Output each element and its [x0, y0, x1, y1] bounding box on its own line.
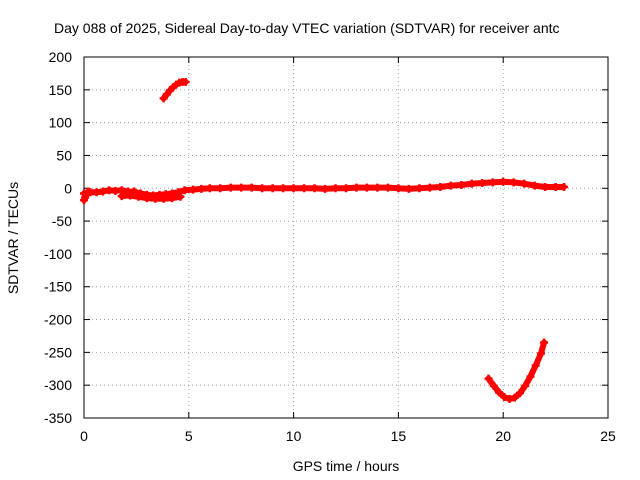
data-point — [216, 184, 225, 193]
data-point — [509, 178, 518, 187]
data-point — [499, 177, 508, 186]
data-point — [415, 184, 424, 193]
data-point — [289, 184, 298, 193]
x-tick-label: 0 — [80, 428, 88, 444]
series-upper-arc — [159, 77, 190, 103]
data-point — [394, 184, 403, 193]
data-point — [188, 185, 197, 194]
data-point — [541, 182, 550, 191]
data-point — [226, 183, 235, 192]
data-point — [526, 372, 535, 381]
y-tick-label: 150 — [49, 82, 73, 98]
data-point — [559, 182, 568, 191]
data-point — [180, 186, 189, 195]
data-point — [478, 179, 487, 188]
plot-frame — [83, 56, 609, 419]
data-point — [237, 183, 246, 192]
data-point — [425, 183, 434, 192]
x-tick-label: 10 — [286, 428, 302, 444]
data-point — [457, 180, 466, 189]
data-point — [510, 393, 519, 402]
data-point — [531, 361, 540, 370]
data-point — [197, 184, 206, 193]
data-point — [505, 394, 514, 403]
y-tick-label: -100 — [44, 246, 72, 262]
series-lower-band — [117, 191, 185, 203]
y-tick-label: -300 — [44, 377, 72, 393]
data-point — [436, 182, 445, 191]
chart-title: Day 088 of 2025, Sidereal Day-to-day VTE… — [54, 20, 560, 36]
data-point — [159, 194, 168, 203]
x-tick-label: 15 — [391, 428, 407, 444]
axis-ticks: 0 5 10 15 20 25 -350 -300 -250 -200 -150 -100 -50 0 50… — [44, 49, 616, 444]
data-point — [536, 349, 545, 358]
y-axis-label: SDTVAR / TECUs — [5, 182, 21, 294]
data-point — [342, 184, 350, 193]
data-point — [515, 389, 524, 398]
data-point — [383, 183, 392, 192]
series-line — [485, 339, 548, 402]
data-point — [84, 187, 93, 196]
data-point — [258, 184, 267, 193]
y-tick-label: -200 — [44, 312, 72, 328]
y-tick-label: 0 — [64, 180, 72, 196]
data-point — [404, 184, 413, 193]
data-point — [181, 77, 190, 86]
data-point — [142, 194, 151, 203]
data-point — [247, 183, 256, 192]
data-point — [205, 184, 214, 193]
series — [80, 77, 568, 403]
y-tick-label: 200 — [49, 49, 73, 65]
data-point — [331, 184, 340, 193]
data-point — [279, 184, 288, 193]
data-point — [168, 194, 177, 203]
data-point — [310, 184, 319, 193]
data-point — [489, 381, 498, 390]
x-axis-label: GPS time / hours — [293, 458, 400, 474]
y-tick-label: -50 — [52, 213, 72, 229]
data-point — [176, 192, 185, 201]
data-point — [117, 192, 126, 201]
data-point — [446, 181, 455, 190]
data-point — [495, 388, 504, 397]
y-tick-label: 100 — [49, 115, 73, 131]
data-point — [540, 338, 549, 347]
data-point — [268, 184, 277, 193]
data-point — [373, 183, 382, 192]
y-tick-label: 50 — [56, 147, 72, 163]
series-lower-trough — [484, 338, 549, 403]
data-point — [520, 179, 529, 188]
data-point — [362, 183, 371, 192]
x-tick-label: 20 — [495, 428, 511, 444]
data-point — [521, 381, 530, 390]
data-point — [530, 181, 539, 190]
data-point — [300, 184, 309, 193]
data-point — [551, 182, 560, 191]
data-point — [500, 392, 509, 401]
data-point — [134, 192, 143, 201]
grid — [84, 57, 608, 418]
series-scatter-left — [80, 187, 93, 205]
y-tick-label: -150 — [44, 279, 72, 295]
x-tick-label: 25 — [600, 428, 616, 444]
data-point — [151, 194, 160, 203]
y-tick-label: -250 — [44, 344, 72, 360]
data-point — [484, 374, 493, 383]
data-point — [352, 183, 361, 192]
x-tick-label: 5 — [185, 428, 193, 444]
data-point — [467, 179, 476, 188]
y-tick-label: -350 — [44, 410, 72, 426]
data-point — [488, 178, 497, 187]
data-point — [98, 187, 107, 196]
data-point — [321, 184, 330, 193]
data-point — [126, 191, 135, 200]
